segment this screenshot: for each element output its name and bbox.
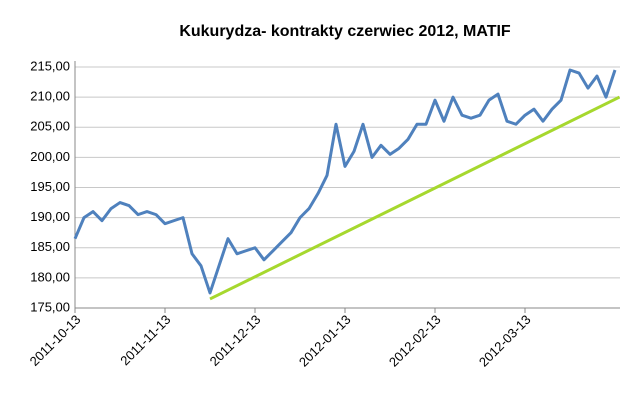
x-tick-label: 2011-10-13 bbox=[27, 312, 84, 369]
y-tick-label: 205,00 bbox=[30, 119, 70, 134]
x-tick-label: 2012-02-13 bbox=[386, 312, 444, 370]
x-tick-label: 2011-11-13 bbox=[117, 312, 173, 368]
x-tick-label: 2011-12-13 bbox=[207, 312, 264, 369]
y-tick-label: 215,00 bbox=[30, 58, 70, 73]
x-tick-label: 2012-01-13 bbox=[296, 312, 354, 370]
y-tick-label: 200,00 bbox=[30, 149, 70, 164]
y-tick-label: 180,00 bbox=[30, 269, 70, 284]
x-tick-label: 2012-03-13 bbox=[476, 312, 534, 370]
y-tick-label: 195,00 bbox=[30, 179, 70, 194]
trend-line bbox=[209, 95, 620, 301]
y-tick-label: 185,00 bbox=[30, 239, 70, 254]
y-tick-label: 210,00 bbox=[30, 89, 70, 104]
y-tick-label: 190,00 bbox=[30, 209, 70, 224]
chart-title: Kukurydza- kontrakty czerwiec 2012, MATI… bbox=[179, 23, 511, 40]
series-line bbox=[73, 68, 617, 295]
y-tick-label: 175,00 bbox=[30, 299, 70, 314]
